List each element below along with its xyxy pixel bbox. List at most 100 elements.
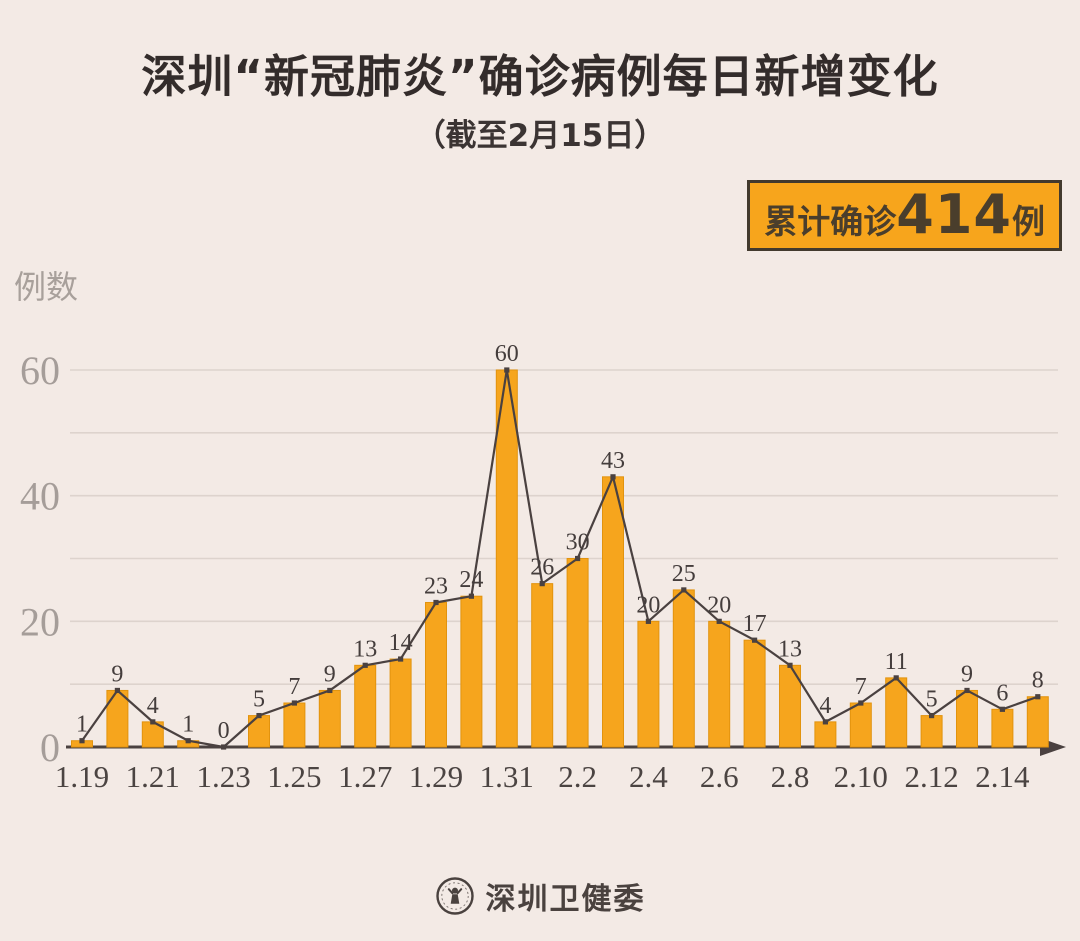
value-label: 23 <box>424 573 448 599</box>
value-label: 9 <box>111 661 123 687</box>
bar <box>248 715 270 748</box>
trend-line <box>81 368 1039 749</box>
bar <box>849 702 872 748</box>
data-point-marker <box>681 587 687 593</box>
value-label: 4 <box>819 693 831 719</box>
data-point-marker <box>221 744 227 750</box>
value-label: 4 <box>147 693 159 719</box>
data-point-marker <box>822 719 828 725</box>
data-point-marker <box>398 656 404 662</box>
footer-org-name: 深圳卫健委 <box>485 882 646 917</box>
bar <box>354 664 377 748</box>
value-label: 13 <box>778 636 802 662</box>
page-subtitle: （截至2月15日） <box>414 118 666 154</box>
bar <box>283 702 306 748</box>
value-label: 43 <box>601 448 625 474</box>
total-confirmed-badge: 累计确诊414例 <box>747 180 1062 252</box>
value-label: 24 <box>459 567 483 593</box>
data-point-marker <box>858 700 864 706</box>
value-label: 14 <box>389 630 413 656</box>
bar <box>602 476 624 748</box>
y-tick-label: 0 <box>40 725 60 770</box>
bar <box>672 589 695 748</box>
data-point-marker <box>929 712 935 719</box>
bar <box>920 715 943 748</box>
bar <box>389 658 412 748</box>
x-tick-label: 2.4 <box>629 759 668 794</box>
x-tick-label: 1.19 <box>55 759 109 794</box>
data-point-marker <box>964 687 970 694</box>
value-label: 17 <box>743 611 767 637</box>
value-label: 9 <box>324 661 336 687</box>
y-tick-label: 20 <box>20 599 60 644</box>
bar <box>991 708 1014 748</box>
x-tick-label: 1.25 <box>267 759 321 794</box>
badge-prefix: 累计确诊 <box>764 202 897 241</box>
data-point-marker <box>433 599 439 606</box>
value-label: 25 <box>672 561 696 587</box>
value-label: 0 <box>218 718 230 744</box>
footer: 深圳卫健委 <box>0 874 1080 918</box>
badge-suffix: 例 <box>1012 202 1045 241</box>
x-tick-label: 2.6 <box>700 759 739 794</box>
data-point-marker <box>327 687 333 694</box>
x-tick-label: 1.29 <box>409 759 463 794</box>
x-tick-label: 2.12 <box>904 759 958 794</box>
bar <box>814 721 837 748</box>
y-tick-label: 40 <box>20 474 60 519</box>
data-point-marker <box>716 618 722 624</box>
bar <box>1026 696 1049 748</box>
value-label: 20 <box>707 592 731 618</box>
value-label: 20 <box>636 592 660 618</box>
value-label: 9 <box>961 661 973 687</box>
x-tick-label: 1.21 <box>126 759 180 794</box>
value-label: 6 <box>996 680 1008 706</box>
health-commission-logo-icon <box>435 877 474 915</box>
bar <box>531 583 554 748</box>
data-point-marker <box>114 687 120 694</box>
bar <box>708 620 731 748</box>
data-point-marker <box>1035 694 1041 700</box>
bar <box>885 677 908 748</box>
data-point-marker <box>362 662 368 668</box>
data-point-marker <box>150 719 156 725</box>
bar <box>743 639 766 748</box>
value-label: 11 <box>885 649 908 675</box>
badge-number: 414 <box>896 183 1012 246</box>
x-tick-label: 1.27 <box>338 759 392 794</box>
x-tick-label: 2.8 <box>771 759 810 794</box>
data-point-marker <box>256 712 262 719</box>
value-label: 1 <box>76 712 88 738</box>
data-point-marker <box>610 474 616 480</box>
bar <box>495 369 518 748</box>
value-label: 30 <box>566 530 590 556</box>
value-label: 5 <box>926 687 938 713</box>
data-point-marker <box>575 555 581 562</box>
data-point-marker <box>79 738 85 744</box>
value-label: 1 <box>182 712 194 738</box>
data-point-marker <box>893 675 899 681</box>
page-title: 深圳“新冠肺炎”确诊病例每日新增变化 <box>141 50 939 103</box>
data-point-marker <box>752 637 758 643</box>
x-tick-label: 2.2 <box>558 759 597 794</box>
bar <box>460 595 483 748</box>
bar <box>318 689 341 748</box>
value-label: 7 <box>288 674 300 700</box>
data-point-marker <box>539 581 545 587</box>
data-point-marker <box>999 706 1005 712</box>
value-label: 26 <box>530 555 554 581</box>
value-label: 60 <box>495 341 519 367</box>
data-point-marker <box>185 738 191 744</box>
bar <box>637 620 660 748</box>
bar <box>956 689 978 748</box>
bar <box>106 689 129 748</box>
data-point-marker <box>787 662 793 668</box>
data-point-marker <box>504 367 510 373</box>
y-tick-label: 60 <box>20 348 60 393</box>
data-point-marker <box>291 700 297 706</box>
data-point-marker <box>645 618 651 624</box>
bar <box>566 558 589 748</box>
x-tick-label: 1.23 <box>196 759 250 794</box>
y-axis-title: 例数 <box>14 268 79 306</box>
